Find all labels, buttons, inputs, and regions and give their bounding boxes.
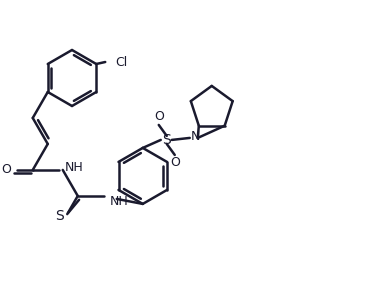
Text: Cl: Cl: [115, 55, 128, 68]
Text: O: O: [154, 110, 164, 123]
Text: NH: NH: [65, 161, 84, 174]
Text: N: N: [191, 130, 201, 143]
Text: O: O: [170, 156, 180, 170]
Text: S: S: [162, 133, 171, 147]
Text: S: S: [55, 209, 64, 223]
Text: NH: NH: [110, 196, 128, 208]
Text: O: O: [1, 164, 11, 176]
